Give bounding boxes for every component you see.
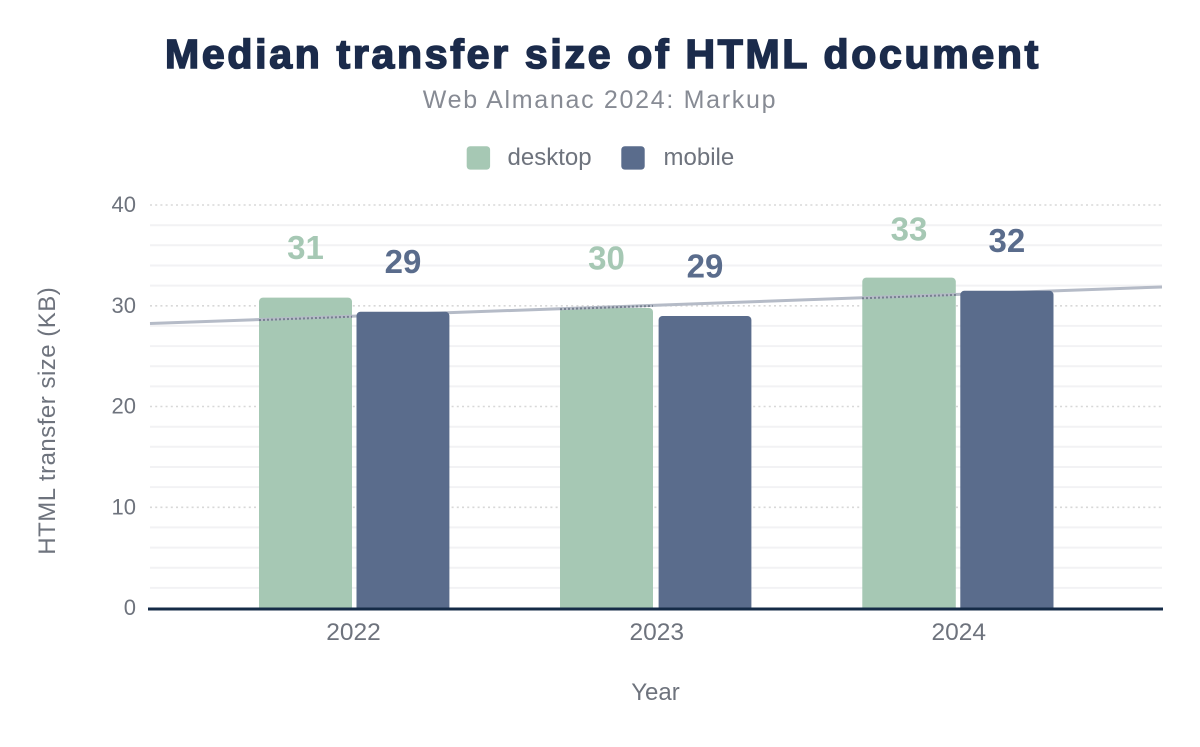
svg-text:29: 29 — [687, 247, 724, 284]
svg-text:mobile: mobile — [664, 144, 735, 171]
svg-text:2022: 2022 — [326, 619, 381, 646]
svg-text:2023: 2023 — [630, 619, 685, 646]
svg-text:desktop: desktop — [508, 144, 592, 171]
svg-text:30: 30 — [588, 239, 625, 276]
svg-text:31: 31 — [287, 229, 324, 266]
svg-text:0: 0 — [124, 595, 136, 620]
svg-text:20: 20 — [112, 394, 136, 419]
svg-text:2024: 2024 — [932, 619, 987, 646]
svg-text:Median transfer size of HTML d: Median transfer size of HTML document — [165, 31, 1041, 77]
svg-text:HTML transfer size (KB): HTML transfer size (KB) — [34, 287, 61, 555]
svg-text:Web Almanac 2024: Markup: Web Almanac 2024: Markup — [423, 86, 777, 114]
svg-text:30: 30 — [112, 293, 136, 318]
svg-text:10: 10 — [112, 494, 136, 519]
svg-text:40: 40 — [112, 192, 136, 217]
svg-text:29: 29 — [385, 243, 422, 280]
svg-text:32: 32 — [989, 222, 1026, 259]
svg-text:33: 33 — [891, 210, 928, 247]
svg-text:Year: Year — [631, 679, 680, 706]
